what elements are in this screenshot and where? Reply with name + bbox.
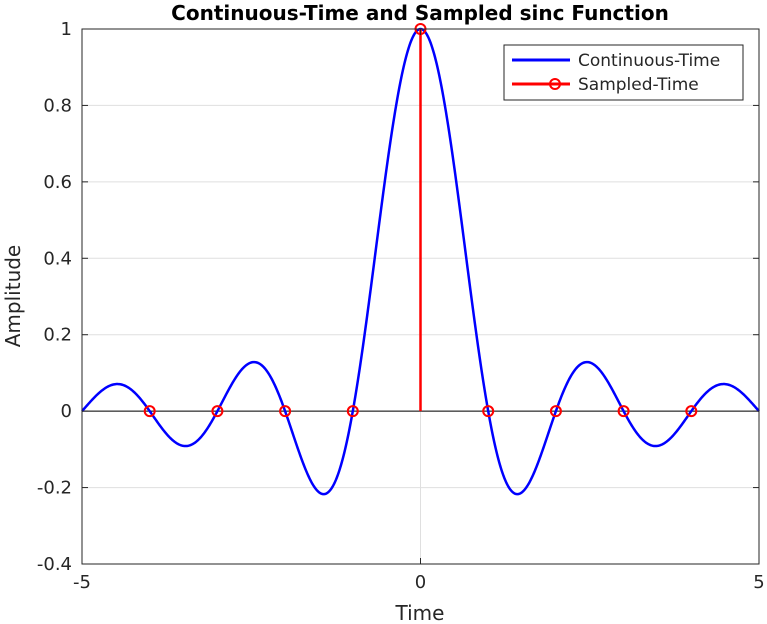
- legend-label-continuous: Continuous-Time: [578, 51, 720, 71]
- y-tick-label: 0: [61, 401, 72, 422]
- y-tick-label: 0.6: [43, 172, 72, 193]
- sample-marker: [211, 405, 224, 418]
- y-tick-label: 1: [61, 19, 72, 40]
- axis-ticks: -5 0 5 -0.4 -0.2 0 0.2 0.4 0.6 0.8 1: [37, 19, 765, 593]
- y-tick-label: 0.2: [43, 325, 72, 346]
- sample-marker: [482, 405, 495, 418]
- legend-marker-sampled: [549, 78, 561, 90]
- sample-marker: [346, 405, 359, 418]
- y-tick-label: -0.2: [37, 478, 72, 499]
- legend-label-sampled: Sampled-Time: [578, 75, 699, 95]
- sample-marker: [549, 405, 562, 418]
- sample-marker: [143, 405, 156, 418]
- legend: Continuous-Time Sampled-Time: [503, 44, 744, 101]
- legend-box: [503, 44, 744, 101]
- x-axis-label: Time: [395, 601, 445, 624]
- sample-marker: [685, 405, 698, 418]
- chart-title: Continuous-Time and Sampled sinc Functio…: [171, 1, 669, 25]
- x-tick-label: 0: [415, 572, 426, 593]
- y-tick-label: -0.4: [37, 554, 72, 575]
- x-tick-label: -5: [73, 572, 91, 593]
- y-tick-label: 0.4: [43, 248, 72, 269]
- y-tick-label: 0.8: [43, 95, 72, 116]
- sample-marker: [617, 405, 630, 418]
- y-axis-label: Amplitude: [1, 245, 25, 348]
- x-tick-label: 5: [753, 572, 764, 593]
- sample-marker: [279, 405, 292, 418]
